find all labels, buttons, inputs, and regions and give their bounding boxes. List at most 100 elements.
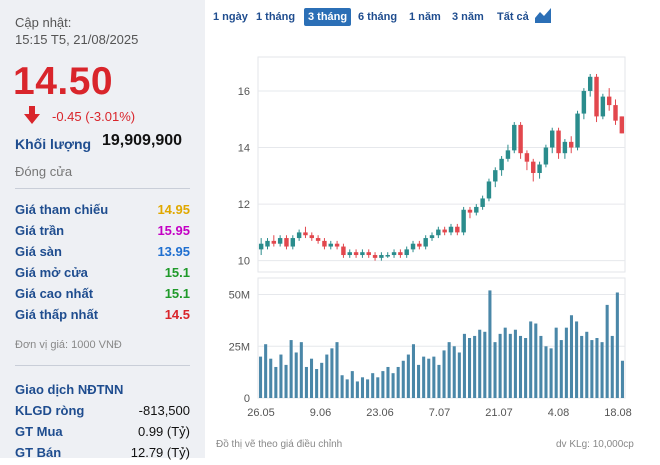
stat-label: Giá mở cửa bbox=[15, 265, 88, 280]
tab-1-month[interactable]: 1 tháng bbox=[256, 11, 296, 23]
candle-body bbox=[512, 124, 517, 151]
candle-body bbox=[543, 147, 549, 165]
candle-body bbox=[556, 130, 561, 154]
volume-panel bbox=[257, 277, 626, 399]
x-tick-label: 23.06 bbox=[366, 407, 394, 419]
volume-bar bbox=[595, 338, 599, 398]
x-tick-label: 9.06 bbox=[310, 407, 331, 419]
candle-body bbox=[334, 243, 340, 247]
volume-bar bbox=[620, 360, 624, 398]
volume-bar bbox=[274, 366, 278, 398]
candle-body bbox=[474, 206, 479, 213]
volume-bar bbox=[381, 371, 385, 398]
volume-bar bbox=[289, 340, 293, 398]
stat-row-low: Giá thấp nhất 14.5 bbox=[15, 307, 190, 327]
volume-bar bbox=[386, 366, 390, 398]
volume-bar bbox=[498, 333, 502, 398]
price-volume-chart: 10 12 14 16 0 25M 50M 26.05 9.06 23.06 7.07 21.07 4.… bbox=[229, 56, 632, 419]
stat-row-reference: Giá tham chiếu 14.95 bbox=[15, 202, 190, 222]
candle-body bbox=[550, 130, 555, 148]
volume-bar bbox=[396, 366, 400, 398]
foreign-value: 12.79 (Tỷ) bbox=[130, 445, 190, 460]
volume-bar bbox=[529, 321, 533, 398]
volume-bar bbox=[376, 377, 380, 398]
tab-3-months[interactable]: 3 tháng bbox=[304, 8, 352, 26]
price-tick-label: 12 bbox=[238, 199, 250, 211]
candle-body bbox=[296, 232, 302, 239]
volume-bar bbox=[355, 381, 359, 398]
volume-tick-label: 0 bbox=[244, 393, 250, 405]
x-tick-label: 4.08 bbox=[548, 407, 569, 419]
candle-body bbox=[391, 252, 397, 256]
foreign-trading-title: Giao dịch NĐTNN bbox=[15, 382, 124, 397]
volume-bar bbox=[544, 346, 548, 398]
stat-value: 15.95 bbox=[157, 223, 190, 238]
candle-body bbox=[347, 252, 352, 256]
candle-body bbox=[360, 252, 365, 256]
candle-body bbox=[423, 238, 428, 247]
volume-bar bbox=[575, 321, 579, 398]
volume-bar bbox=[340, 375, 344, 398]
volume-bar bbox=[360, 377, 365, 398]
volume-bar bbox=[488, 290, 492, 398]
volume-bar bbox=[447, 342, 451, 398]
stat-label: Giá sàn bbox=[15, 244, 62, 259]
foreign-label: KLGD ròng bbox=[15, 403, 85, 418]
stat-row-floor: Giá sàn 13.95 bbox=[15, 244, 190, 264]
tab-1-day[interactable]: 1 ngày bbox=[213, 11, 248, 23]
volume-bar bbox=[580, 335, 584, 398]
volume-bar bbox=[534, 323, 538, 398]
volume-bar bbox=[309, 358, 314, 398]
volume-bar bbox=[513, 329, 517, 398]
foreign-value: 0.99 (Tỷ) bbox=[137, 424, 190, 439]
volume-label: Khối lượng bbox=[15, 136, 92, 152]
volume-bar bbox=[294, 352, 298, 398]
candle-body bbox=[442, 229, 447, 233]
volume-bar bbox=[269, 358, 273, 398]
price-tick-label: 10 bbox=[238, 256, 250, 268]
volume-tick-label: 25M bbox=[229, 341, 250, 353]
candle-body bbox=[493, 170, 498, 182]
foreign-label: GT Bán bbox=[15, 445, 62, 460]
tab-1-year[interactable]: 1 năm bbox=[409, 11, 441, 23]
volume-bar bbox=[304, 366, 308, 398]
current-price: 14.50 bbox=[13, 60, 114, 103]
foreign-label: GT Mua bbox=[15, 424, 63, 439]
candle-body bbox=[271, 240, 277, 244]
volume-bar bbox=[330, 348, 334, 398]
tab-3-years[interactable]: 3 năm bbox=[452, 11, 484, 23]
volume-bar bbox=[590, 340, 594, 398]
area-chart-icon[interactable] bbox=[535, 7, 551, 23]
tab-all[interactable]: Tất cả bbox=[497, 11, 529, 23]
volume-bar bbox=[422, 356, 426, 398]
candle-body bbox=[569, 141, 574, 148]
tab-6-months[interactable]: 6 tháng bbox=[358, 11, 398, 23]
stock-info-panel: Cập nhật: 15:15 T5, 21/08/2025 14.50 -0.… bbox=[0, 0, 205, 460]
candle-body bbox=[315, 238, 321, 241]
volume-bar bbox=[315, 369, 319, 398]
candle-body bbox=[410, 243, 416, 250]
volume-bar bbox=[325, 354, 329, 398]
foreign-row-buy: GT Mua 0.99 (Tỷ) bbox=[15, 424, 190, 444]
volume-bar bbox=[432, 356, 436, 398]
candle-body bbox=[486, 181, 492, 199]
volume-bar bbox=[473, 335, 477, 398]
volume-bar bbox=[483, 331, 487, 398]
volume-bar bbox=[371, 373, 375, 398]
session-status: Đóng cửa bbox=[15, 164, 73, 179]
stat-row-open: Giá mở cửa 15.1 bbox=[15, 265, 190, 285]
volume-bar bbox=[411, 344, 415, 398]
price-panel bbox=[257, 56, 626, 273]
volume-bar bbox=[503, 327, 507, 398]
volume-bar bbox=[600, 342, 604, 398]
candle-body bbox=[353, 252, 359, 256]
x-tick-label: 26.05 bbox=[247, 407, 275, 419]
volume-bar bbox=[259, 356, 263, 398]
stat-value: 13.95 bbox=[157, 244, 190, 259]
candle-body bbox=[448, 226, 454, 233]
candle-body bbox=[562, 141, 568, 154]
candle-body bbox=[524, 153, 530, 162]
volume-bar bbox=[279, 354, 283, 398]
candle-body bbox=[398, 252, 403, 256]
volume-bar bbox=[610, 335, 614, 398]
